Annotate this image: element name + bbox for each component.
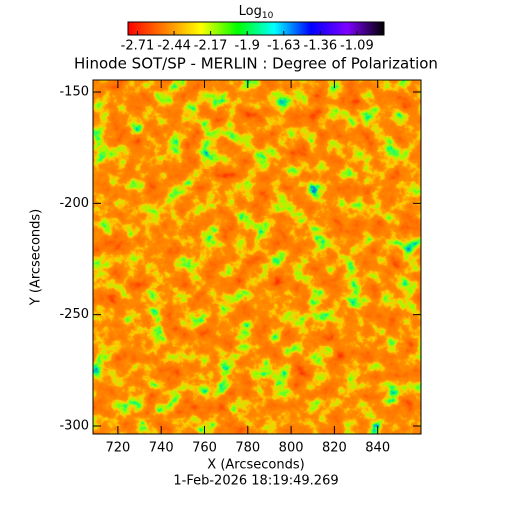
y-axis-label: Y (Arcseconds) — [29, 209, 44, 306]
colorbar-tick-label: -1.09 — [340, 39, 374, 54]
colorbar-tick-label: -1.63 — [267, 39, 301, 54]
heatmap-image — [93, 80, 421, 434]
colorbar-tick-label: -2.44 — [157, 39, 191, 54]
colorbar-label: Log10 — [239, 4, 274, 21]
x-tick-label: 720 — [105, 441, 130, 456]
colorbar-tick-label: -2.71 — [121, 39, 155, 54]
colorbar — [127, 21, 385, 36]
x-tick-label: 740 — [149, 441, 174, 456]
x-tick-label: 840 — [365, 441, 390, 456]
x-tick-label: 780 — [235, 441, 260, 456]
colorbar-label-sub: 10 — [262, 11, 274, 21]
y-tick-label: -300 — [59, 418, 89, 433]
y-tick-label: -250 — [59, 307, 89, 322]
x-tick-label: 760 — [192, 441, 217, 456]
x-axis-label: X (Arcseconds) — [207, 458, 304, 473]
chart-title: Hinode SOT/SP - MERLIN : Degree of Polar… — [74, 55, 438, 73]
x-tick-label: 800 — [279, 441, 304, 456]
y-tick-label: -200 — [59, 196, 89, 211]
y-tick-label: -150 — [59, 85, 89, 100]
colorbar-tick-label: -1.36 — [304, 39, 338, 54]
colorbar-tick-label: -1.9 — [235, 39, 260, 54]
footer: 1-Feb-2026 18:19:49.269 — [173, 474, 338, 489]
plot-frame — [92, 79, 422, 435]
colorbar-tick-label: -2.17 — [194, 39, 228, 54]
x-tick-label: 820 — [322, 441, 347, 456]
colorbar-label-main: Log — [239, 4, 262, 19]
